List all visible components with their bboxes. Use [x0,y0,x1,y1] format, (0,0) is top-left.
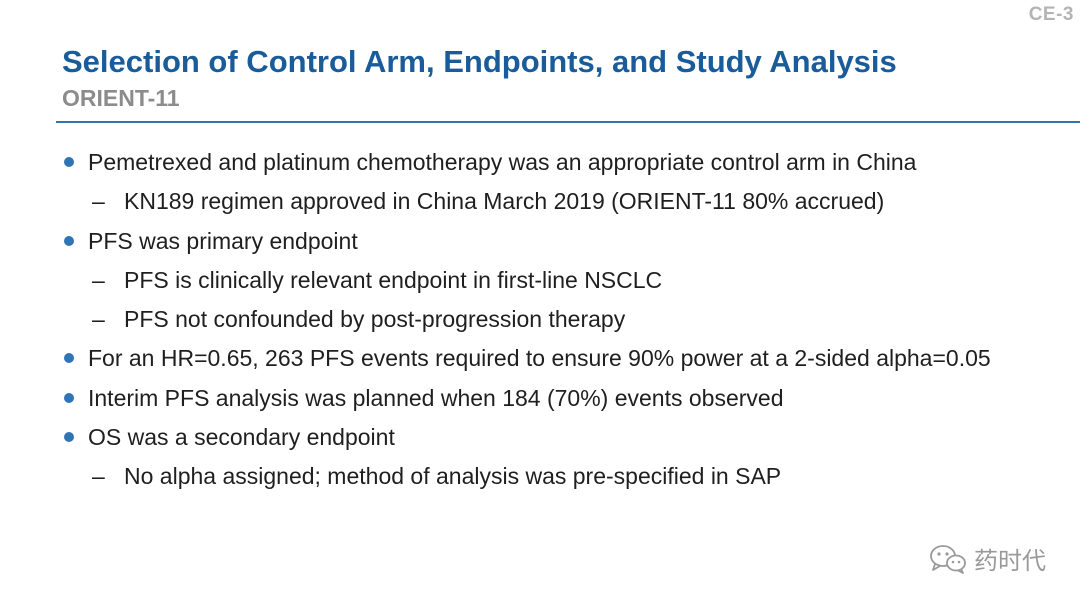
bullet-dot-icon [64,432,74,443]
bullet-dot-icon [64,235,74,246]
dash-icon: – [92,188,105,215]
bullet-item: Pemetrexed and platinum chemotherapy was… [62,145,1072,184]
wechat-icon [928,543,968,575]
bullet-item: For an HR=0.65, 263 PFS events required … [62,341,1072,380]
title-divider [56,121,1080,123]
bullet-text: Interim PFS analysis was planned when 18… [88,384,784,411]
bullet-item: OS was a secondary endpoint [62,420,1072,459]
watermark-text: 药时代 [974,547,1046,575]
bullet-text: PFS is clinically relevant endpoint in f… [124,266,663,293]
dash-icon: – [92,266,105,293]
bullet-text: For an HR=0.65, 263 PFS events required … [88,345,991,372]
dash-icon: – [92,306,105,333]
bullet-dot-icon [64,392,74,403]
sub-bullet-item: – PFS not confounded by post-progression… [62,302,1072,341]
bullet-dot-icon [64,353,74,364]
bullet-text: PFS not confounded by post-progression t… [124,306,626,333]
bullet-item: PFS was primary endpoint [62,224,1072,263]
bullet-text: Pemetrexed and platinum chemotherapy was… [88,149,917,175]
slide-title: Selection of Control Arm, Endpoints, and… [62,44,897,79]
bullet-dot-icon [64,157,74,167]
bullet-text: OS was a secondary endpoint [88,424,395,451]
bullet-item: Interim PFS analysis was planned when 18… [62,381,1072,420]
watermark: 药时代 [928,541,1046,576]
sub-bullet-item: – PFS is clinically relevant endpoint in… [62,263,1072,302]
slide-subtitle: ORIENT-11 [62,85,180,111]
bullet-text: PFS was primary endpoint [88,227,358,254]
bullet-text: KN189 regimen approved in China March 20… [124,188,885,215]
bullet-list: Pemetrexed and platinum chemotherapy was… [62,145,1072,499]
dash-icon: – [92,463,105,490]
sub-bullet-item: – No alpha assigned; method of analysis … [62,459,1072,498]
slide-id: CE-3 [1028,4,1074,25]
sub-bullet-item: – KN189 regimen approved in China March … [62,184,1072,223]
bullet-text: No alpha assigned; method of analysis wa… [124,463,782,490]
